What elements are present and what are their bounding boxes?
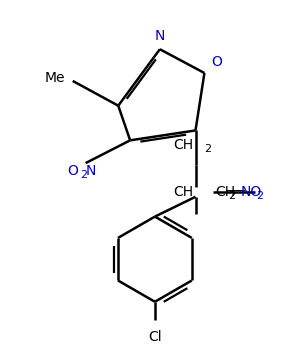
Text: 2: 2 (80, 170, 87, 180)
Text: 2: 2 (256, 191, 263, 201)
Text: CH: CH (173, 138, 194, 152)
Text: Me: Me (44, 71, 65, 85)
Text: O: O (211, 55, 222, 69)
Text: N: N (155, 29, 165, 43)
Text: 2: 2 (204, 144, 212, 154)
Text: —: — (231, 185, 245, 199)
Text: Cl: Cl (148, 330, 162, 344)
Text: CH: CH (215, 185, 236, 199)
Text: O: O (67, 164, 78, 178)
Text: CH: CH (173, 185, 194, 199)
Text: N: N (86, 164, 96, 178)
Text: NO: NO (241, 185, 262, 199)
Text: 2: 2 (228, 191, 235, 201)
